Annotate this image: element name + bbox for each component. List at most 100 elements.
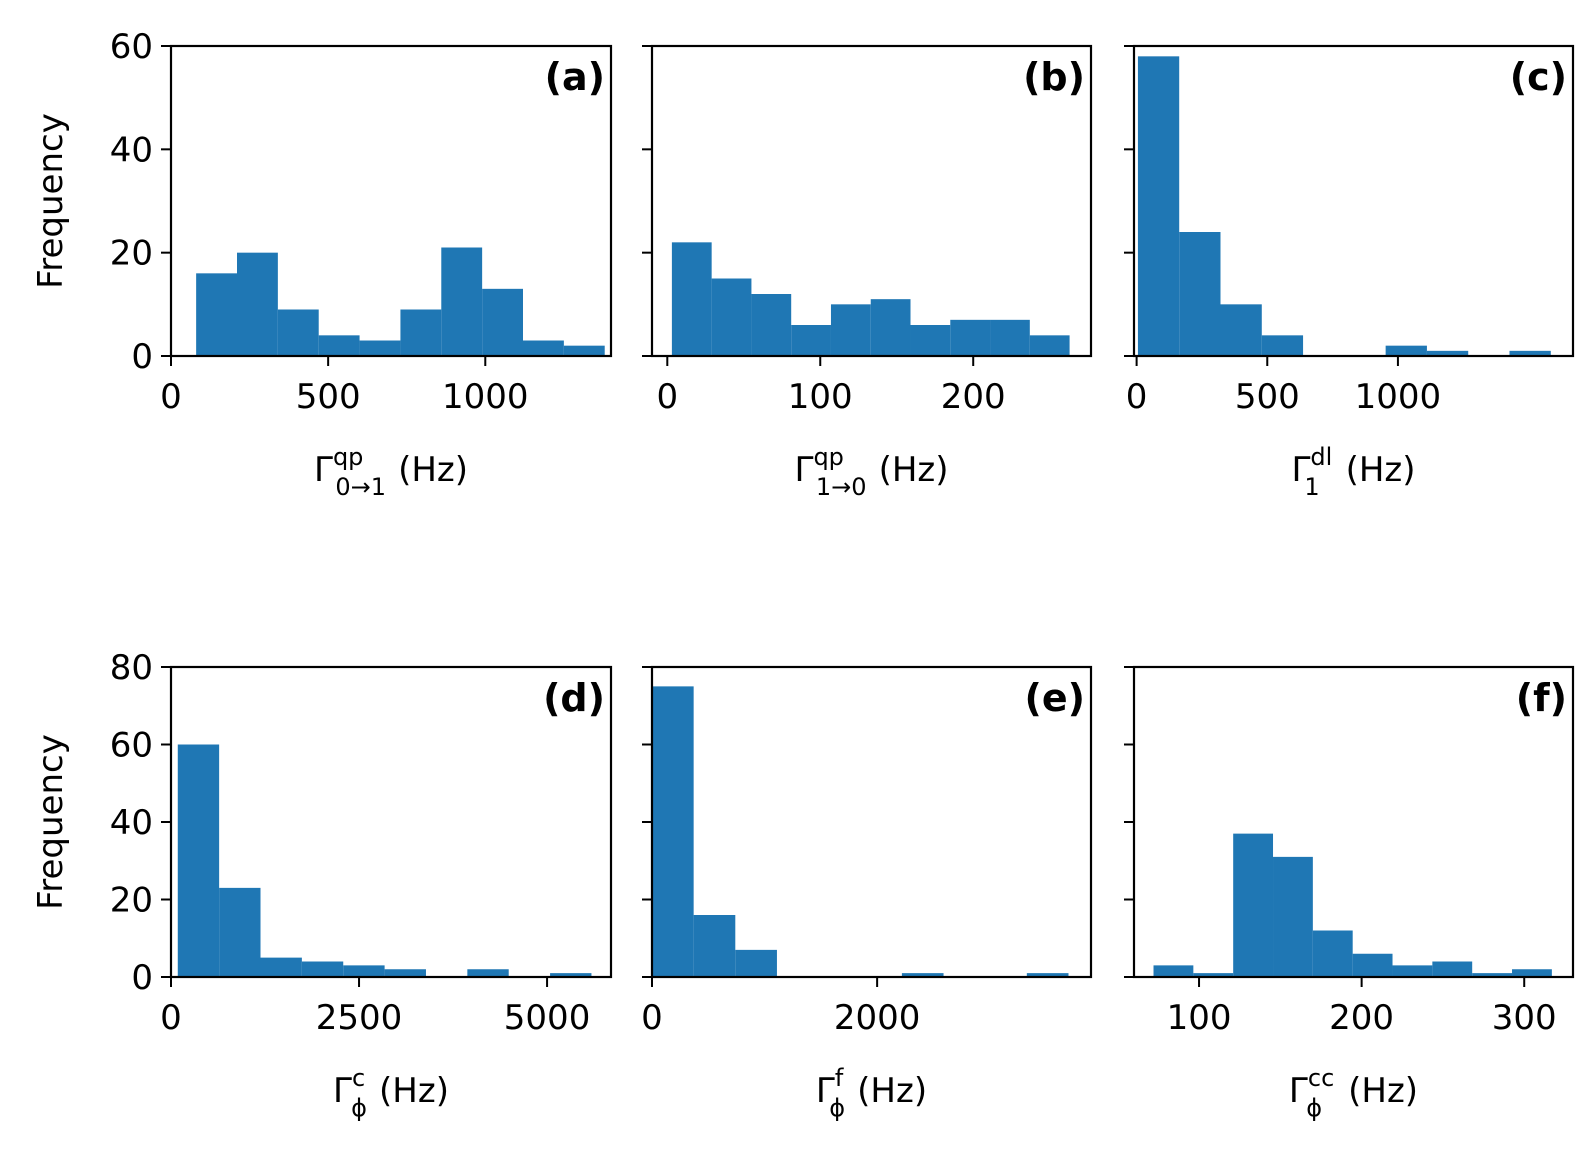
histogram-bar: [1137, 56, 1180, 356]
y-tick-label: 40: [110, 130, 153, 170]
axes-frame: [169, 44, 613, 358]
histogram-bar: [1273, 856, 1313, 977]
histogram-bar: [482, 288, 523, 356]
y-tick-label: 60: [110, 726, 153, 766]
histogram-bar: [671, 242, 712, 356]
x-tick-label: 100: [1167, 998, 1232, 1038]
histogram-bar: [384, 969, 426, 977]
histogram-bar: [467, 969, 509, 977]
histogram-bar: [791, 325, 831, 356]
panel-label: (b): [1023, 55, 1085, 99]
x-tick-label: 1000: [1355, 377, 1442, 417]
histogram-bar: [1029, 335, 1070, 356]
x-axis-label: Γc ϕ (Hz): [333, 1064, 449, 1122]
histogram-bar: [441, 247, 483, 356]
x-tick-label: 0: [160, 998, 182, 1038]
x-tick-label: 300: [1492, 998, 1557, 1038]
panel-label: (e): [1024, 676, 1085, 720]
axes-frame: [1132, 44, 1575, 358]
panel-d: 0 2500 5000 0 20 40 60 80 (d) Frequency Γc ϕ (Hz): [31, 648, 613, 1122]
histogram-bar: [693, 915, 736, 977]
histogram-bar: [1026, 973, 1069, 977]
histogram-bar: [950, 319, 991, 356]
histogram-bar: [1472, 973, 1513, 977]
histogram-bar: [711, 278, 752, 356]
x-tick-label: 5000: [504, 998, 591, 1038]
panel-label: (c): [1510, 55, 1567, 99]
histogram-bar: [1261, 335, 1304, 356]
y-tick-label: 20: [110, 881, 153, 921]
x-tick-label: 1000: [442, 377, 529, 417]
histogram-bar: [1233, 833, 1274, 977]
x-tick-label: 0: [641, 998, 663, 1038]
histogram-bar: [1220, 304, 1262, 356]
histogram-bar: [196, 273, 237, 356]
x-tick-label: 200: [1329, 998, 1394, 1038]
histogram-bar: [1509, 350, 1551, 356]
axes-frame: [1132, 665, 1575, 979]
x-tick-label: 500: [1235, 377, 1300, 417]
histogram-bar: [990, 319, 1030, 356]
histogram-bar: [550, 973, 592, 977]
histogram-bar: [1312, 930, 1353, 977]
histogram-bar: [400, 309, 442, 356]
histogram-bar: [910, 325, 951, 356]
panel-label: (d): [543, 676, 605, 720]
axes-frame: [650, 44, 1093, 358]
histogram-bar: [1385, 345, 1427, 356]
histogram-bar: [652, 686, 694, 977]
y-tick-label: 0: [131, 337, 153, 377]
histogram-bar: [260, 957, 302, 977]
histogram-bar: [1512, 969, 1552, 977]
panel-e: 0 2000 (e) Γf ϕ (Hz): [641, 665, 1093, 1122]
x-tick-label: 500: [296, 377, 361, 417]
histogram-bar: [177, 744, 220, 977]
panel-label: (a): [545, 55, 605, 99]
panel-c: 0 500 1000 (c) Γdl 1 (Hz): [1124, 44, 1575, 501]
y-tick-label: 80: [110, 648, 153, 688]
y-tick-label: 60: [110, 27, 153, 67]
x-tick-label: 2000: [834, 998, 921, 1038]
histogram-bar: [343, 965, 385, 977]
histogram-bar: [830, 304, 871, 356]
x-axis-label: Γdl 1 (Hz): [1291, 443, 1415, 501]
histogram-bar: [735, 949, 777, 977]
x-tick-label: 2500: [316, 998, 403, 1038]
y-tick-label: 20: [110, 234, 153, 274]
x-axis-label: Γcc ϕ (Hz): [1289, 1064, 1418, 1122]
histogram-bar: [301, 961, 344, 977]
histogram-bar: [1193, 973, 1234, 977]
histogram-bar: [751, 294, 792, 356]
panel-label: (f): [1516, 676, 1567, 720]
histogram-bar: [219, 887, 261, 977]
y-axis-label: Frequency: [31, 734, 71, 910]
panel-a: 0 500 1000 0 20 40 60 (a) Frequency Γqp 0→1 (Hz): [31, 27, 613, 501]
histogram-bar: [870, 299, 911, 356]
panel-f: 100 200 300 (f) Γcc ϕ (Hz): [1124, 665, 1575, 1122]
histogram-bar: [359, 340, 401, 356]
histogram-bar: [1179, 232, 1221, 356]
histogram-bar: [318, 335, 360, 356]
histogram-bar: [1153, 965, 1194, 977]
panel-b: 0 100 200 (b) Γqp 1→0 (Hz): [642, 44, 1093, 501]
histogram-bar: [237, 252, 278, 356]
x-tick-label: 100: [788, 377, 853, 417]
histogram-bar: [1352, 953, 1393, 977]
y-axis-label: Frequency: [31, 113, 71, 289]
y-tick-label: 0: [131, 958, 153, 998]
histogram-bar: [563, 345, 605, 356]
x-axis-label: Γqp 1→0 (Hz): [794, 443, 948, 501]
x-tick-label: 200: [941, 377, 1006, 417]
histogram-bar: [523, 340, 564, 356]
x-tick-label: 0: [656, 377, 678, 417]
y-tick-label: 40: [110, 803, 153, 843]
x-axis-label: Γf ϕ (Hz): [816, 1064, 927, 1122]
x-tick-label: 0: [160, 377, 182, 417]
histogram-bar: [277, 309, 319, 356]
histogram-bar: [1426, 350, 1469, 356]
x-tick-label: 0: [1126, 377, 1148, 417]
x-axis-label: Γqp 0→1 (Hz): [314, 443, 468, 501]
histogram-bar: [901, 973, 944, 977]
histogram-bar: [1392, 965, 1433, 977]
